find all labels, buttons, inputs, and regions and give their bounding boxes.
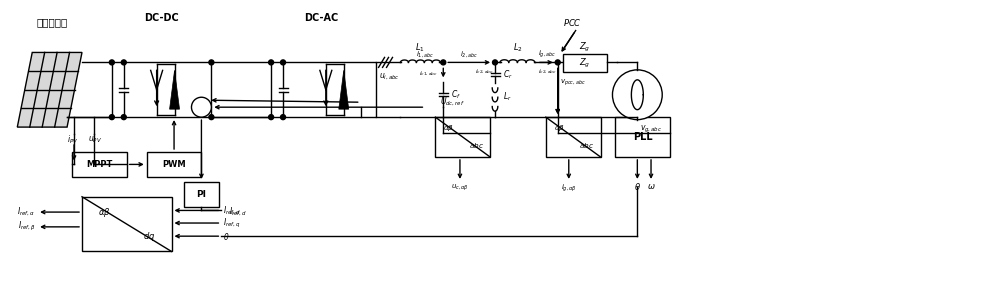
- Text: PWM: PWM: [162, 160, 186, 169]
- Text: $\alpha\beta$: $\alpha\beta$: [443, 123, 455, 133]
- Text: $I_{ref,q}$: $I_{ref,q}$: [223, 216, 241, 230]
- Text: $L_r$: $L_r$: [503, 91, 512, 103]
- Circle shape: [555, 60, 560, 65]
- Text: $\omega$: $\omega$: [647, 182, 655, 191]
- Bar: [615, 117, 670, 157]
- Text: $\theta$: $\theta$: [634, 181, 641, 192]
- Text: $\theta$: $\theta$: [223, 231, 230, 242]
- Circle shape: [209, 115, 214, 120]
- Text: $v_{g,abc}$: $v_{g,abc}$: [640, 124, 663, 135]
- Text: $U_{dc,ref}$: $U_{dc,ref}$: [440, 96, 465, 108]
- Circle shape: [281, 60, 286, 65]
- Text: PLL: PLL: [633, 132, 653, 142]
- Text: $PCC$: $PCC$: [563, 17, 582, 28]
- Circle shape: [269, 60, 274, 65]
- Text: DC-AC: DC-AC: [304, 13, 338, 22]
- Polygon shape: [17, 53, 82, 127]
- Bar: [271, 62, 376, 117]
- Circle shape: [121, 115, 126, 120]
- Text: $L_1$: $L_1$: [415, 41, 425, 54]
- Bar: [72, 152, 127, 177]
- Text: $i_{1,abc}$: $i_{1,abc}$: [416, 49, 435, 59]
- Circle shape: [269, 115, 274, 120]
- Circle shape: [441, 60, 446, 65]
- Text: $i_{c2,abc}$: $i_{c2,abc}$: [475, 68, 494, 77]
- Bar: [546, 117, 601, 157]
- Text: DC-DC: DC-DC: [144, 13, 179, 22]
- Circle shape: [121, 60, 126, 65]
- Text: $v_{pcc,abc}$: $v_{pcc,abc}$: [560, 77, 586, 88]
- Bar: [184, 182, 219, 207]
- Text: $abc$: $abc$: [579, 141, 594, 150]
- Text: $dq$: $dq$: [143, 230, 155, 243]
- Bar: [563, 54, 607, 72]
- Bar: [147, 152, 201, 177]
- Text: $C_r$: $C_r$: [503, 68, 513, 81]
- Bar: [82, 197, 172, 251]
- Text: $i_{PV}$: $i_{PV}$: [67, 134, 79, 146]
- Circle shape: [109, 60, 114, 65]
- Text: $i_{g,\alpha\beta}$: $i_{g,\alpha\beta}$: [561, 182, 577, 194]
- Text: $u_{i,abc}$: $u_{i,abc}$: [379, 72, 399, 82]
- Circle shape: [281, 115, 286, 120]
- Text: $\alpha\beta$: $\alpha\beta$: [554, 123, 565, 133]
- Text: $I_{ref,d}$: $I_{ref,d}$: [223, 204, 241, 217]
- Polygon shape: [170, 70, 180, 109]
- Text: $C_f$: $C_f$: [451, 88, 461, 101]
- Text: $i_{g,abc}$: $i_{g,abc}$: [538, 49, 556, 60]
- Text: $i_{c2,abc}$: $i_{c2,abc}$: [538, 68, 557, 77]
- Text: $Z_g$: $Z_g$: [579, 57, 591, 70]
- Text: $\alpha\beta$: $\alpha\beta$: [98, 206, 111, 219]
- Text: $L_2$: $L_2$: [513, 41, 522, 54]
- Text: $u_{c,\alpha\beta}$: $u_{c,\alpha\beta}$: [451, 182, 469, 193]
- Text: $u_{PV}$: $u_{PV}$: [88, 135, 102, 145]
- Text: $abc$: $abc$: [469, 141, 484, 150]
- Bar: [435, 117, 490, 157]
- Text: $i_{2,abc}$: $i_{2,abc}$: [460, 49, 478, 59]
- Text: $I_{ref,\alpha}$: $I_{ref,\alpha}$: [17, 206, 35, 218]
- Text: $i_{c1,abc}$: $i_{c1,abc}$: [419, 70, 438, 79]
- Text: MPPT: MPPT: [86, 160, 113, 169]
- Circle shape: [493, 60, 498, 65]
- Text: $I_{ref,d}$: $I_{ref,d}$: [229, 206, 247, 218]
- Circle shape: [209, 60, 214, 65]
- Circle shape: [191, 97, 211, 117]
- Circle shape: [109, 115, 114, 120]
- Text: $I_{ref,\beta}$: $I_{ref,\beta}$: [18, 220, 35, 233]
- Text: $Z_g$: $Z_g$: [579, 41, 591, 54]
- Circle shape: [612, 70, 662, 120]
- Bar: [112, 62, 211, 117]
- Text: PI: PI: [196, 190, 206, 199]
- Polygon shape: [339, 70, 349, 109]
- Text: 光伏电池板: 光伏电池板: [37, 18, 68, 27]
